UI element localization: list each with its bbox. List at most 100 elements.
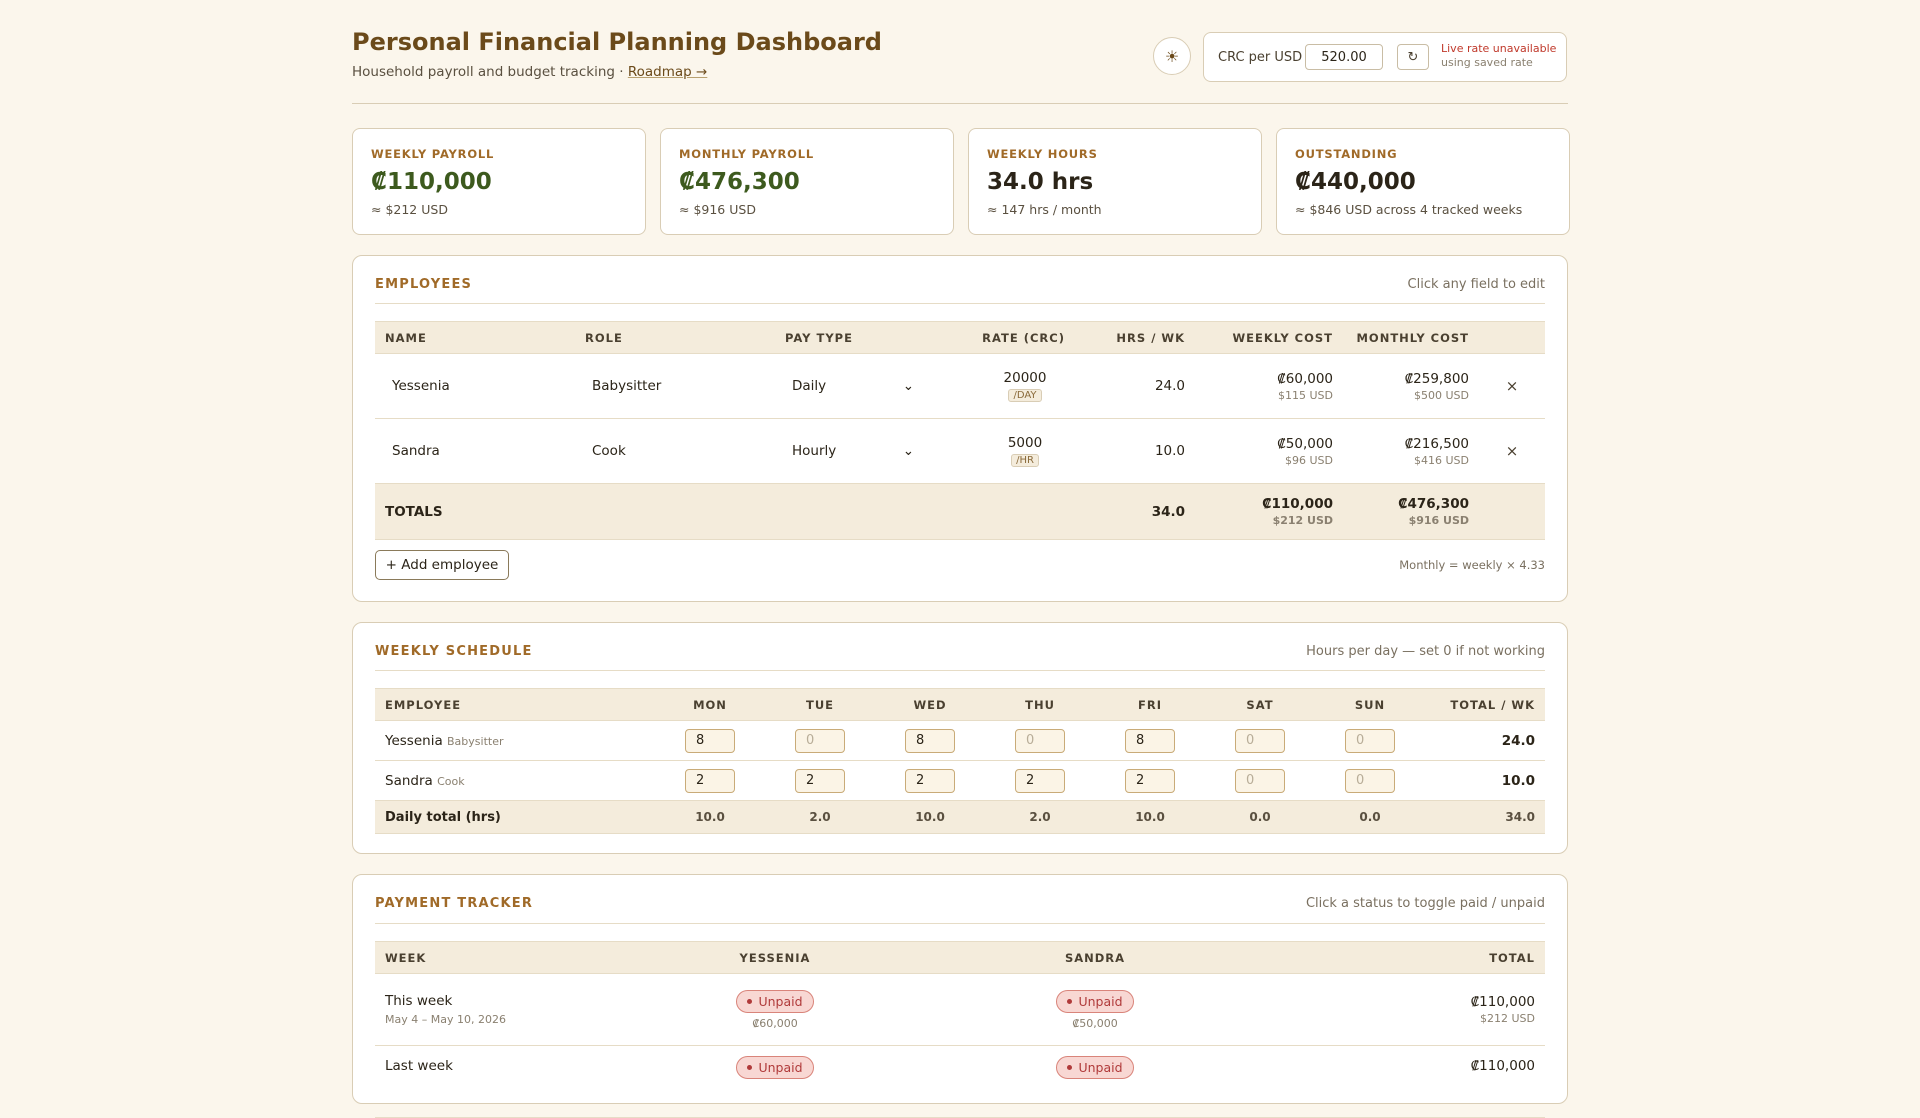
refresh-rate-button[interactable]: ↻ — [1397, 44, 1429, 70]
day-cell: 0 — [985, 720, 1095, 761]
column-header: FRI — [1095, 688, 1205, 721]
week-total-crc: ₡110,000 — [1470, 994, 1535, 1010]
employee-name-field[interactable]: Yessenia — [375, 353, 575, 419]
hours-input-sat[interactable]: 0 — [1235, 768, 1285, 793]
monthly-cost: ₡216,500 $416 USD — [1343, 418, 1479, 484]
stat-sub: ≈ $846 USD across 4 tracked weeks — [1295, 202, 1523, 217]
day-cell: 2 — [985, 760, 1095, 801]
empty-cell — [1479, 483, 1545, 540]
hours-input-tue[interactable]: 0 — [795, 728, 845, 753]
day-cell: 2 — [875, 760, 985, 801]
hours-input-fri[interactable]: 8 — [1125, 728, 1175, 753]
column-header: PAY TYPE — [775, 321, 925, 354]
employee-role: Babysitter — [447, 734, 504, 748]
monthly-cost-crc: ₡259,800 — [1404, 370, 1469, 387]
employee-name-field[interactable]: Sandra — [375, 418, 575, 484]
rate-warning: Live rate unavailable using saved rate — [1441, 42, 1556, 70]
day-cell: 0 — [1315, 760, 1425, 801]
dashboard: Personal Financial Planning Dashboard Ho… — [352, 0, 1570, 1118]
theme-toggle-button[interactable]: ☀ — [1153, 37, 1191, 75]
hours-input-thu[interactable]: 0 — [1015, 728, 1065, 753]
column-header: TOTAL / WK — [1425, 688, 1545, 721]
hours-input-mon[interactable]: 2 — [685, 768, 735, 793]
hours-input-fri[interactable]: 2 — [1125, 768, 1175, 793]
week-total-usd: $212 USD — [1480, 1012, 1535, 1025]
totals-monthly-usd: $916 USD — [1408, 514, 1469, 527]
stat-label: MONTHLY PAYROLL — [679, 147, 814, 161]
chevron-down-icon: ⌄ — [902, 378, 914, 394]
pay-type-select[interactable]: Daily ⌄ — [775, 353, 925, 419]
table-header-row: WEEK YESSENIA SANDRA TOTAL — [375, 941, 1545, 974]
rate-label: CRC per USD — [1218, 50, 1303, 65]
stat-label: WEEKLY PAYROLL — [371, 147, 495, 161]
status-label: Unpaid — [1078, 993, 1123, 1009]
totals-label: TOTALS — [375, 483, 575, 540]
table-row: This week May 4 – May 10, 2026 Unpaid ₡60,… — [375, 973, 1545, 1046]
pay-type-select[interactable]: Hourly ⌄ — [775, 418, 925, 484]
refresh-icon: ↻ — [1407, 49, 1419, 65]
table-row: Last week Unpaid Unpaid ₡110,000 — [375, 1045, 1545, 1118]
employees-title: EMPLOYEES — [375, 277, 473, 292]
status-toggle[interactable]: Unpaid — [1056, 989, 1134, 1013]
table-row: Sandra Cook Hourly ⌄ 5000/HR 10.0 ₡50,000… — [375, 418, 1545, 484]
hours-input-thu[interactable]: 2 — [1015, 768, 1065, 793]
week-label: Last week — [385, 1058, 453, 1074]
monthly-cost-crc: ₡216,500 — [1404, 435, 1469, 452]
daily-total-row: Daily total (hrs) 10.0 2.0 10.0 2.0 10.0… — [375, 800, 1545, 834]
hours-input-wed[interactable]: 8 — [905, 728, 955, 753]
payment-cell: Unpaid ₡50,000 — [935, 973, 1255, 1046]
employee-role: Cook — [437, 774, 465, 788]
daily-total-value: 10.0 — [1095, 800, 1205, 834]
employees-table: NAME ROLE PAY TYPE RATE (CRC) HRS / WK W… — [375, 321, 1545, 540]
rate-warning-text: Live rate unavailable — [1441, 42, 1557, 55]
hours-input-sun[interactable]: 0 — [1345, 728, 1395, 753]
totals-weekly-usd: $212 USD — [1272, 514, 1333, 527]
daily-total-value: 2.0 — [985, 800, 1095, 834]
column-header: RATE (CRC) — [925, 321, 1075, 354]
employee-role-field[interactable]: Cook — [575, 418, 775, 484]
remove-employee-button[interactable]: × — [1479, 418, 1545, 484]
rate-input[interactable] — [1305, 44, 1383, 70]
schedule-panel: WEEKLY SCHEDULE Hours per day — set 0 if… — [352, 622, 1568, 854]
table-row: Yessenia Babysitter 8 0 8 0 8 0 0 24.0 — [375, 720, 1545, 761]
day-cell: 0 — [765, 720, 875, 761]
employee-role-field[interactable]: Babysitter — [575, 353, 775, 419]
column-header: WED — [875, 688, 985, 721]
hours-input-tue[interactable]: 2 — [795, 768, 845, 793]
table-row: Sandra Cook 2 2 2 2 2 0 0 10.0 — [375, 760, 1545, 801]
hours-input-wed[interactable]: 2 — [905, 768, 955, 793]
table-row: Yessenia Babysitter Daily ⌄ 20000/DAY 24.… — [375, 353, 1545, 419]
week-label: This week — [385, 993, 453, 1009]
hours-input-sun[interactable]: 0 — [1345, 768, 1395, 793]
table-header-row: EMPLOYEE MON TUE WED THU FRI SAT SUN TOT… — [375, 688, 1545, 721]
chevron-down-icon: ⌄ — [902, 443, 914, 459]
rate-value: 20000 — [1003, 370, 1047, 386]
employee-name: Yessenia — [385, 732, 443, 749]
rate-field[interactable]: 5000/HR — [925, 418, 1075, 484]
rate-unit-tag: /HR — [1011, 454, 1039, 467]
weekly-cost-crc: ₡60,000 — [1277, 370, 1333, 387]
stat-card-monthly-payroll: MONTHLY PAYROLL ₡476,300 ≈ $916 USD — [660, 128, 954, 235]
close-icon: × — [1505, 442, 1519, 460]
hours-input-sat[interactable]: 0 — [1235, 728, 1285, 753]
divider — [375, 303, 1545, 304]
remove-employee-button[interactable]: × — [1479, 353, 1545, 419]
add-employee-button[interactable]: + Add employee — [375, 550, 509, 580]
day-cell: 8 — [1095, 720, 1205, 761]
weekly-cost-usd: $96 USD — [1285, 453, 1333, 467]
payments-hint: Click a status to toggle paid / unpaid — [1305, 896, 1545, 911]
status-toggle[interactable]: Unpaid — [736, 1056, 814, 1079]
subtitle-text: Household payroll and budget tracking · — [352, 64, 628, 80]
rate-field[interactable]: 20000/DAY — [925, 353, 1075, 419]
totals-monthly: ₡476,300 $916 USD — [1343, 483, 1479, 540]
payment-amount: ₡60,000 — [752, 1016, 798, 1030]
column-header: YESSENIA — [615, 941, 935, 974]
schedule-employee: Sandra Cook — [375, 760, 655, 801]
column-header: SAT — [1205, 688, 1315, 721]
roadmap-link[interactable]: Roadmap → — [627, 64, 708, 80]
status-dot-icon — [747, 998, 753, 1004]
hours-input-mon[interactable]: 8 — [685, 728, 735, 753]
status-toggle[interactable]: Unpaid — [1056, 1056, 1134, 1079]
payments-title: PAYMENT TRACKER — [375, 896, 534, 911]
status-toggle[interactable]: Unpaid — [736, 989, 814, 1013]
